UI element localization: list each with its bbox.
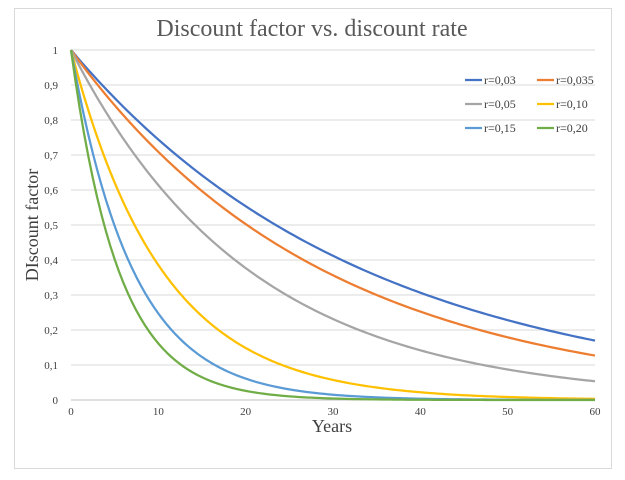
x-tick-label: 30	[328, 406, 340, 418]
y-tick-label: 0,1	[44, 360, 58, 372]
legend-label: r=0,20	[556, 121, 588, 135]
y-tick-label: 0,3	[44, 290, 58, 302]
x-tick-label: 0	[68, 406, 74, 418]
gridlines	[71, 49, 595, 401]
x-tick-label: 20	[240, 406, 252, 418]
y-axis-title: DIscount factor	[22, 169, 42, 281]
legend-label: r=0,10	[556, 97, 588, 111]
series-line	[69, 49, 595, 402]
y-tick-label: 0,9	[44, 80, 58, 92]
series-line	[70, 49, 596, 383]
x-tick-label: 10	[153, 406, 165, 418]
y-tick-label: 1	[53, 45, 59, 57]
series-lines	[69, 49, 596, 402]
y-tick-label: 0,2	[44, 325, 58, 337]
legend-label: r=0,035	[556, 73, 594, 87]
legend: r=0,03 r=0,035 r=0,05 r=0,10 r=0,15 r=0,20	[465, 73, 594, 135]
legend-label: r=0,15	[484, 121, 516, 135]
x-tick-labels: 0 10 20 30 40 50 60	[68, 406, 601, 418]
series-line	[69, 49, 596, 400]
series-line	[70, 49, 596, 342]
legend-label: r=0,03	[484, 73, 516, 87]
y-tick-label: 0	[53, 395, 59, 407]
y-tick-labels: 0 0,1 0,2 0,3 0,4 0,5 0,6 0,7 0,8 0,9 1	[44, 45, 58, 407]
chart-title: Discount factor vs. discount rate	[156, 16, 467, 42]
x-tick-label: 50	[502, 406, 514, 418]
y-tick-label: 0,8	[44, 115, 58, 127]
y-tick-label: 0,6	[44, 185, 58, 197]
series-line	[70, 49, 596, 357]
y-tick-label: 0,4	[44, 255, 58, 267]
y-tick-label: 0,7	[44, 150, 58, 162]
y-tick-label: 0,5	[44, 220, 58, 232]
x-axis-title: Years	[312, 416, 352, 436]
x-tick-label: 60	[590, 406, 602, 418]
legend-label: r=0,05	[484, 97, 516, 111]
x-tick-label: 40	[415, 406, 427, 418]
